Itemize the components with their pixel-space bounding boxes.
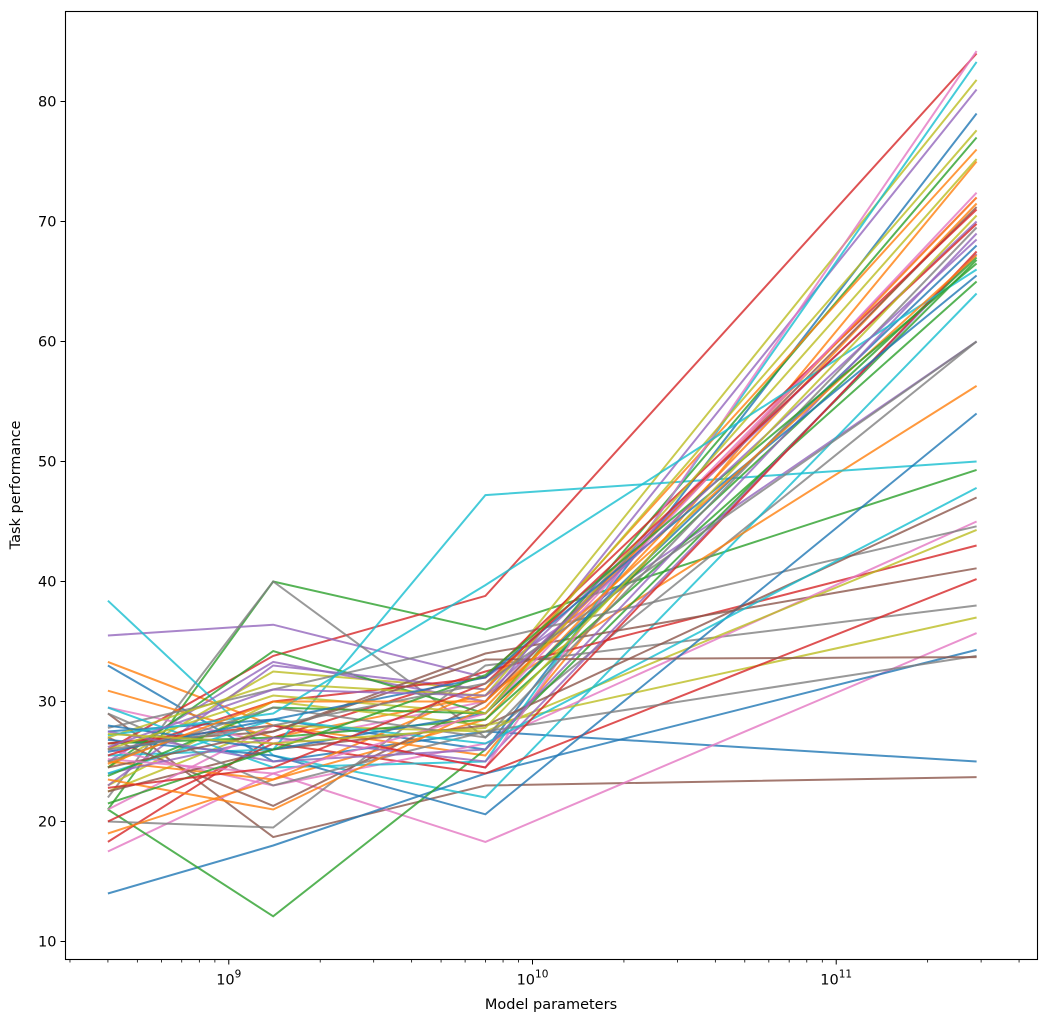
series-layer [107,50,978,918]
x-tick: 1010 [517,959,549,989]
series-line-task-56 [107,340,978,751]
series-line-task-02 [107,160,978,757]
series-line-task-26 [107,206,978,807]
series-line-task-07 [107,632,977,853]
series-line-task-19 [107,616,977,787]
y-tick-label: 70 [38,215,56,231]
series-line-task-48 [107,226,978,763]
x-tick: 1011 [820,959,852,989]
series-line-task-57 [107,214,978,745]
x-minor-ticks [69,959,1020,963]
series-line-task-09 [107,79,978,769]
series-line-task-54 [107,223,978,789]
y-tick-label: 80 [38,95,56,111]
plot-frame [64,10,1039,961]
series-line-task-12 [107,385,978,739]
y-tick: 20 [38,815,66,831]
series-line-task-03 [107,468,977,811]
series-line-task-43 [107,256,978,777]
y-tick-label: 20 [38,815,56,831]
series-line-task-10 [107,292,978,799]
series-line-task-50 [107,268,978,737]
y-tick: 40 [38,575,66,591]
series-line-task-23 [107,136,978,769]
x-major-ticks: 109 1010 1011 [216,959,852,989]
x-tick-label: 109 [216,969,241,989]
series-line-task-52 [107,254,978,765]
y-axis-label: Task performance [8,421,24,551]
y-ticks: 10 20 30 40 50 60 70 80 [38,95,66,951]
series-line-task-13 [107,259,978,918]
x-axis-label: Model parameters [485,997,617,1013]
y-tick-label: 50 [38,455,56,471]
y-tick-label: 10 [38,935,56,951]
series-line-task-35 [107,253,978,775]
series-line-task-31 [107,412,978,816]
series-line-task-04 [107,52,978,751]
y-tick-label: 60 [38,335,56,351]
y-tick-label: 30 [38,695,56,711]
x-tick-label: 1011 [820,969,852,989]
series-line-task-55 [107,238,978,749]
series-line-task-39 [107,129,978,739]
y-tick: 50 [38,455,66,471]
y-tick-label: 40 [38,575,56,591]
y-tick: 70 [38,215,66,231]
y-tick: 10 [38,935,66,951]
series-line-task-36 [107,496,978,793]
series-line-task-28 [107,525,977,729]
series-line-task-41 [107,244,978,751]
x-tick: 109 [216,959,241,989]
series-line-task-45 [107,232,978,763]
y-tick: 60 [38,335,66,351]
x-tick-label: 1010 [517,969,549,989]
series-line-task-33 [107,280,978,745]
series-line-task-08 [107,340,978,799]
y-tick: 80 [38,95,66,111]
series-line-task-11 [107,648,977,895]
series-line-task-51 [107,274,978,753]
series-line-task-46 [107,656,977,769]
series-line-task-06 [107,712,977,839]
y-tick: 30 [38,695,66,711]
series-line-task-53 [107,262,978,805]
